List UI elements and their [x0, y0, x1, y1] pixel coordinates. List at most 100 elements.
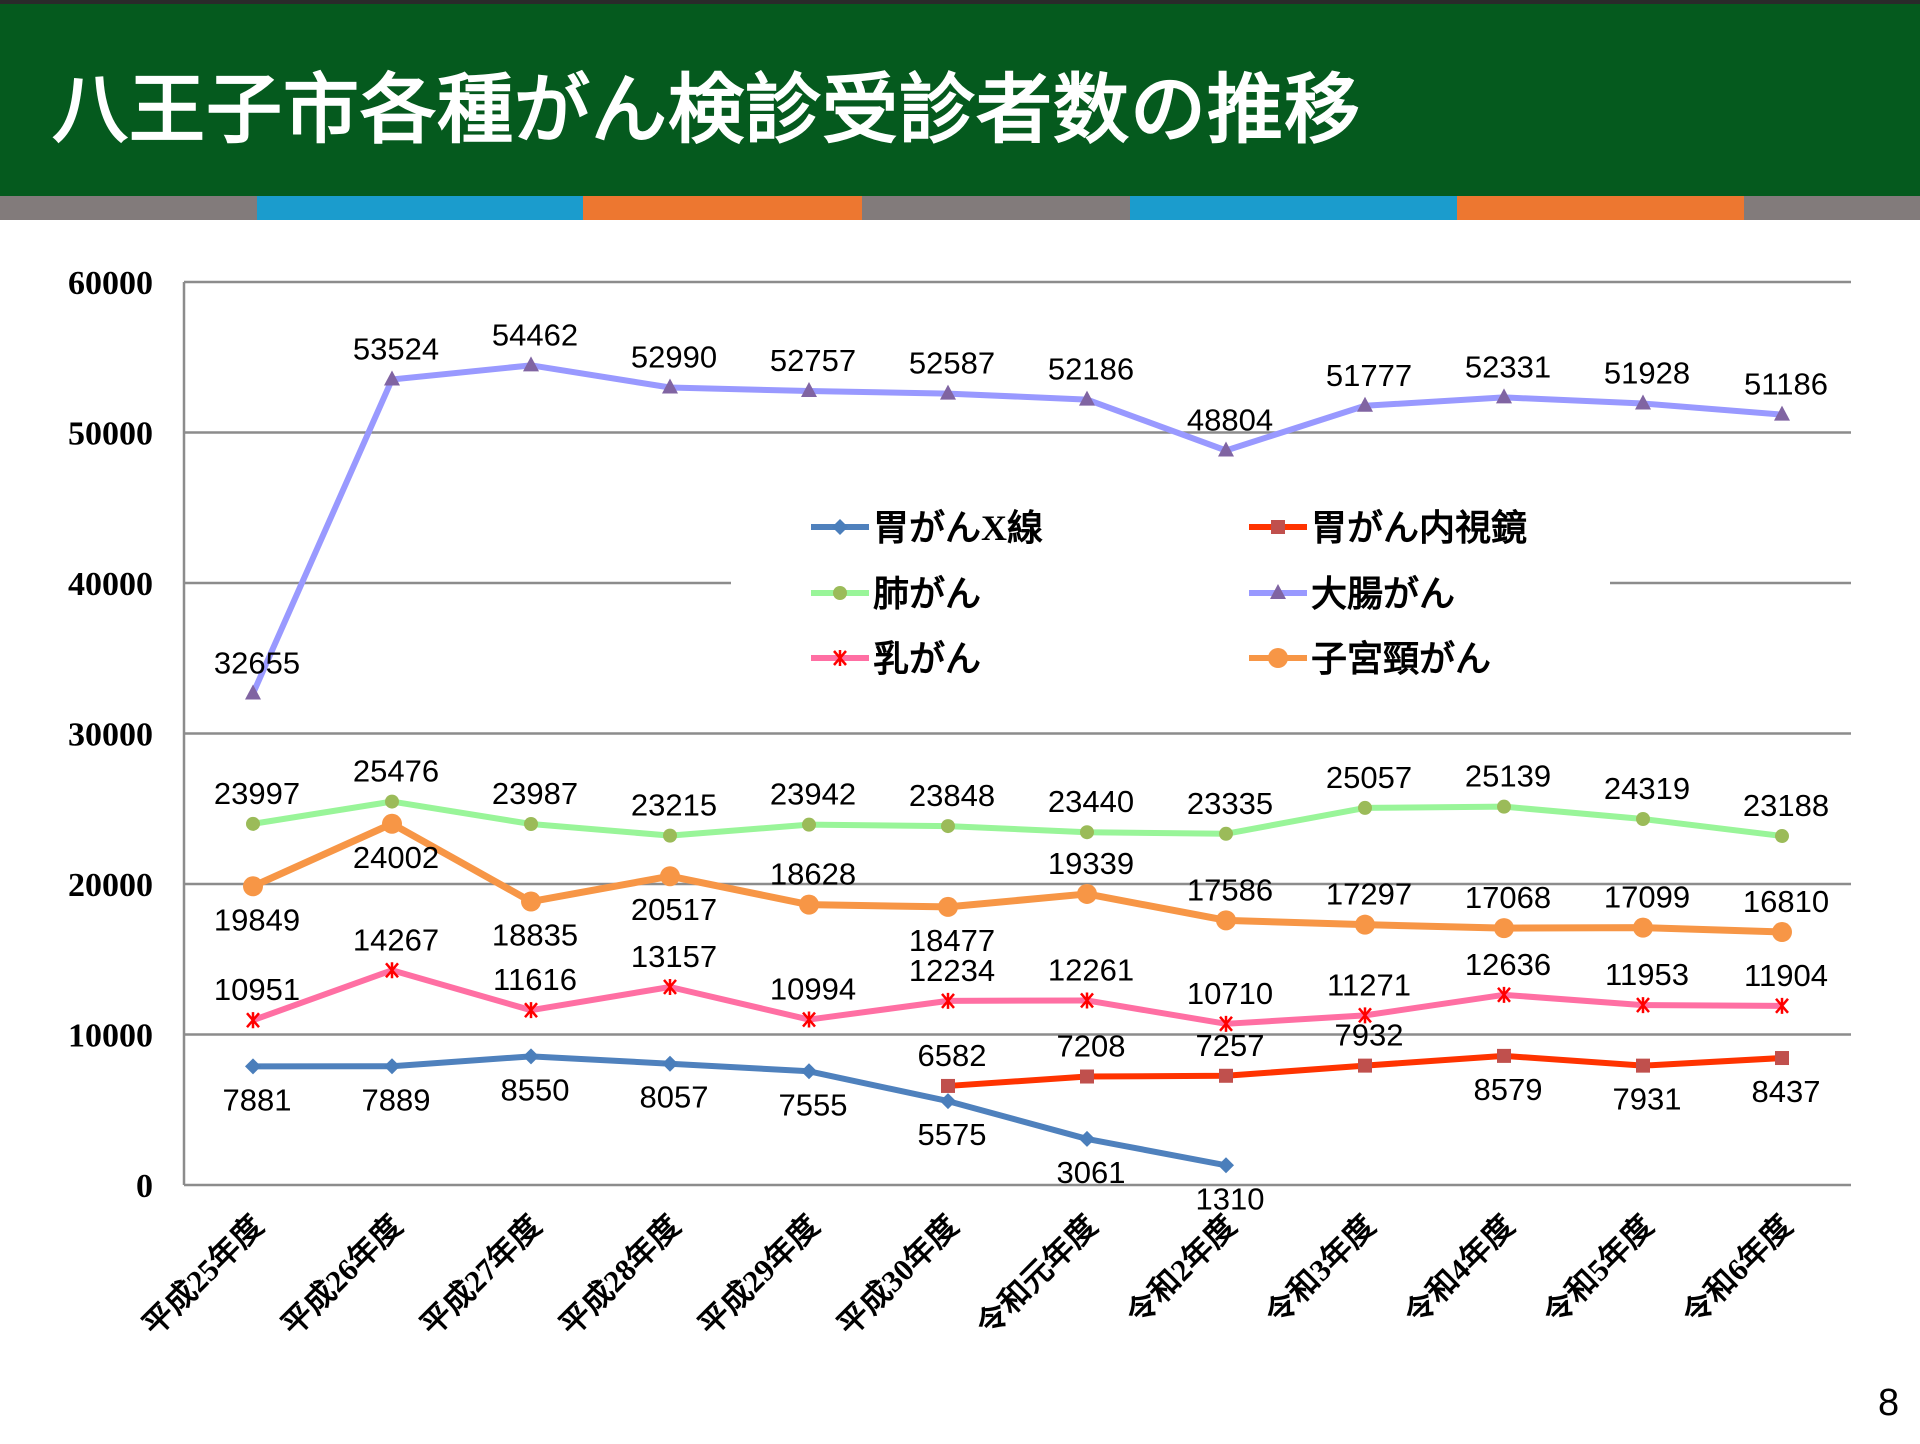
data-label: 54462: [492, 317, 578, 352]
asterisk-marker: [1497, 986, 1511, 1003]
data-label: 51186: [1744, 367, 1828, 402]
circle-marker: [1636, 811, 1650, 826]
data-label: 3061: [1057, 1155, 1126, 1190]
data-label: 48804: [1187, 402, 1273, 437]
x-tick-label: 令和元年度: [970, 1208, 1104, 1342]
series-line: [252, 798, 1783, 839]
data-label: 23848: [909, 778, 995, 813]
data-label: 17297: [1326, 877, 1412, 912]
triangle-marker: [1357, 396, 1373, 412]
circle-marker: [938, 896, 958, 917]
x-tick-label: 平成29年度: [692, 1208, 826, 1342]
data-label: 12636: [1465, 947, 1551, 982]
circle-marker: [799, 894, 819, 915]
y-tick-label: 0: [136, 1168, 153, 1205]
data-label: 52587: [909, 346, 995, 381]
circle-marker: [1219, 826, 1233, 841]
diamond-marker: [523, 1048, 539, 1065]
x-tick-label: 令和5年度: [1537, 1208, 1660, 1331]
square-marker: [1219, 1068, 1233, 1083]
data-label: 8579: [1474, 1072, 1543, 1107]
asterisk-marker: [833, 650, 847, 666]
data-label: 16810: [1743, 884, 1829, 919]
stripe-segment: [1744, 196, 1920, 220]
asterisk-marker: [246, 1012, 260, 1029]
series-0: 7881 7889 8550 8057 7555 5575 3061 1310: [223, 1048, 1264, 1216]
diamond-marker: [245, 1058, 261, 1075]
data-label: 7932: [1335, 1018, 1404, 1053]
data-label: 12234: [909, 953, 995, 988]
color-stripe: [0, 196, 1920, 220]
square-marker: [1271, 520, 1285, 534]
square-marker: [1636, 1058, 1650, 1073]
triangle-marker: [523, 356, 539, 372]
series-3: 32655 53524 54462 52990 52757 52587 52186 48804…: [214, 317, 1828, 700]
triangle-marker: [940, 384, 956, 400]
stripe-segment: [1130, 196, 1457, 220]
legend-item: 大腸がん: [1249, 574, 1455, 614]
legend-item: 胃がんX線: [811, 508, 1043, 548]
triangle-marker: [1635, 394, 1651, 410]
legend-item: 乳がん: [811, 639, 981, 679]
x-tick-label: 令和6年度: [1676, 1208, 1799, 1331]
asterisk-marker: [941, 992, 955, 1009]
data-label: 24319: [1604, 771, 1690, 806]
legend-item: 子宮頸がん: [1249, 639, 1491, 679]
triangle-marker: [1496, 388, 1512, 404]
data-label: 23188: [1743, 788, 1829, 823]
series-5: 19849 24002 18835 20517 18628 18477 19339 17586…: [214, 813, 1829, 958]
triangle-marker: [801, 382, 817, 398]
data-label: 19849: [214, 902, 300, 937]
data-label: 8550: [501, 1072, 570, 1107]
circle-marker: [524, 816, 538, 831]
square-marker: [1358, 1058, 1372, 1073]
asterisk-marker: [663, 978, 677, 995]
data-label: 32655: [214, 646, 300, 681]
data-label: 7257: [1196, 1028, 1265, 1063]
stripe-segment: [862, 196, 1130, 220]
y-tick-label: 30000: [68, 717, 153, 754]
data-label: 51928: [1604, 355, 1690, 390]
circle-marker: [660, 866, 680, 887]
data-label: 25139: [1465, 759, 1551, 794]
data-label: 11904: [1744, 958, 1828, 993]
circle-marker: [246, 816, 260, 831]
data-label: 23440: [1048, 784, 1134, 819]
y-tick-label: 40000: [68, 566, 153, 603]
data-label: 8437: [1752, 1074, 1821, 1109]
circle-marker: [1355, 914, 1375, 935]
diamond-marker: [662, 1055, 678, 1072]
data-label: 10994: [770, 972, 856, 1007]
x-tick-label: 平成30年度: [831, 1208, 965, 1342]
page-number: 8: [1878, 1382, 1900, 1424]
series-line: [251, 820, 1783, 936]
y-tick-label: 60000: [68, 265, 153, 302]
data-label: 18628: [770, 857, 856, 892]
data-label: 11271: [1327, 967, 1411, 1002]
circle-marker: [1077, 883, 1097, 904]
data-label: 52990: [631, 340, 717, 375]
asterisk-marker: [385, 962, 399, 979]
data-label: 17068: [1465, 880, 1551, 915]
circle-marker: [941, 819, 955, 834]
title-bar: 八王子市各種がん検診受診者数の推移: [0, 0, 1920, 196]
diamond-marker: [1079, 1130, 1095, 1147]
x-tick-label: 平成27年度: [414, 1208, 548, 1342]
data-label: 11616: [493, 962, 577, 997]
data-label: 53524: [353, 331, 439, 366]
legend-background: [731, 495, 1610, 695]
legend-item: 胃がん内視鏡: [1249, 508, 1527, 548]
data-label: 6582: [918, 1038, 987, 1073]
data-label: 17099: [1604, 880, 1690, 915]
legend-label: 肺がん: [873, 574, 981, 614]
data-label: 7931: [1613, 1082, 1682, 1117]
square-marker: [1497, 1048, 1511, 1063]
legend-item: 肺がん: [811, 574, 981, 614]
circle-marker: [1358, 800, 1372, 815]
data-label: 19339: [1048, 846, 1134, 881]
data-label: 23215: [631, 788, 717, 823]
triangle-marker: [662, 378, 678, 394]
series-4: 10951 14267 11616 13157 10994 12234 12261 10710…: [214, 922, 1828, 1032]
circle-marker: [802, 817, 816, 832]
y-tick-label: 50000: [68, 416, 153, 453]
